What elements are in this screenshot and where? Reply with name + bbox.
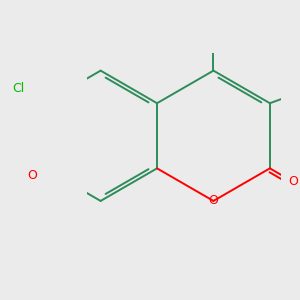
Text: Cl: Cl: [12, 82, 25, 95]
Text: O: O: [27, 169, 37, 182]
Text: O: O: [288, 176, 298, 188]
Text: O: O: [208, 194, 218, 207]
